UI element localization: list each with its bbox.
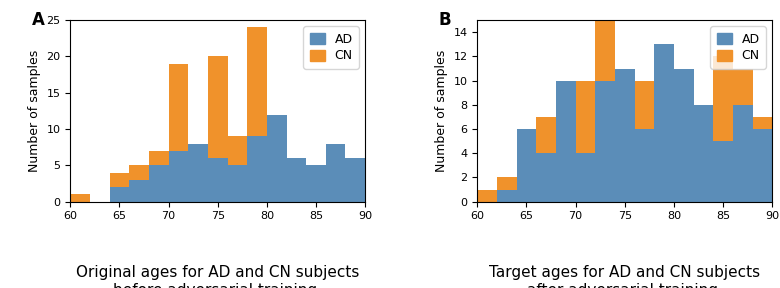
Text: A: A — [32, 11, 44, 29]
Bar — [497, 177, 516, 202]
Bar — [556, 141, 576, 202]
Bar — [168, 64, 188, 202]
Bar — [267, 165, 286, 202]
Bar — [772, 129, 780, 202]
Legend: AD, CN: AD, CN — [303, 26, 359, 69]
Legend: AD, CN: AD, CN — [711, 26, 766, 69]
Bar — [615, 129, 635, 202]
Bar — [286, 173, 307, 202]
Bar — [654, 141, 674, 202]
Bar — [516, 129, 536, 202]
Bar — [228, 165, 247, 202]
Bar — [674, 117, 693, 202]
Y-axis label: Number of samples: Number of samples — [28, 50, 41, 172]
Bar — [595, 81, 615, 202]
Bar — [129, 165, 149, 202]
Bar — [635, 129, 654, 202]
Bar — [635, 81, 654, 202]
Bar — [556, 81, 576, 202]
Bar — [576, 153, 595, 202]
Bar — [693, 105, 713, 202]
Bar — [536, 117, 556, 202]
Bar — [477, 190, 497, 202]
Bar — [654, 44, 674, 202]
Bar — [228, 136, 247, 202]
Bar — [247, 136, 267, 202]
Bar — [772, 105, 780, 202]
Bar — [346, 158, 365, 202]
Y-axis label: Number of samples: Number of samples — [434, 50, 448, 172]
Text: Original ages for AD and CN subjects
before adversarial training.: Original ages for AD and CN subjects bef… — [76, 265, 360, 288]
Bar — [733, 105, 753, 202]
Bar — [615, 69, 635, 202]
Bar — [129, 180, 149, 202]
Bar — [516, 129, 536, 202]
Bar — [307, 180, 326, 202]
Bar — [207, 56, 228, 202]
Bar — [346, 187, 365, 202]
Bar — [207, 158, 228, 202]
Bar — [595, 20, 615, 202]
Bar — [70, 194, 90, 202]
Bar — [168, 151, 188, 202]
Bar — [713, 141, 733, 202]
Bar — [188, 165, 207, 202]
Bar — [536, 153, 556, 202]
Bar — [286, 158, 307, 202]
Bar — [326, 187, 346, 202]
Bar — [753, 129, 772, 202]
Bar — [188, 143, 207, 202]
Bar — [733, 69, 753, 202]
Bar — [326, 143, 346, 202]
Bar — [267, 115, 286, 202]
Bar — [307, 165, 326, 202]
Bar — [674, 69, 693, 202]
Bar — [753, 117, 772, 202]
Bar — [149, 165, 168, 202]
Bar — [109, 173, 129, 202]
Text: B: B — [439, 11, 452, 29]
Bar — [497, 190, 516, 202]
Bar — [576, 81, 595, 202]
Bar — [247, 27, 267, 202]
Text: Target ages for AD and CN subjects
after adversarial training.: Target ages for AD and CN subjects after… — [489, 265, 760, 288]
Bar — [109, 187, 129, 202]
Bar — [693, 105, 713, 202]
Bar — [365, 187, 385, 202]
Bar — [365, 151, 385, 202]
Bar — [713, 56, 733, 202]
Bar — [149, 151, 168, 202]
